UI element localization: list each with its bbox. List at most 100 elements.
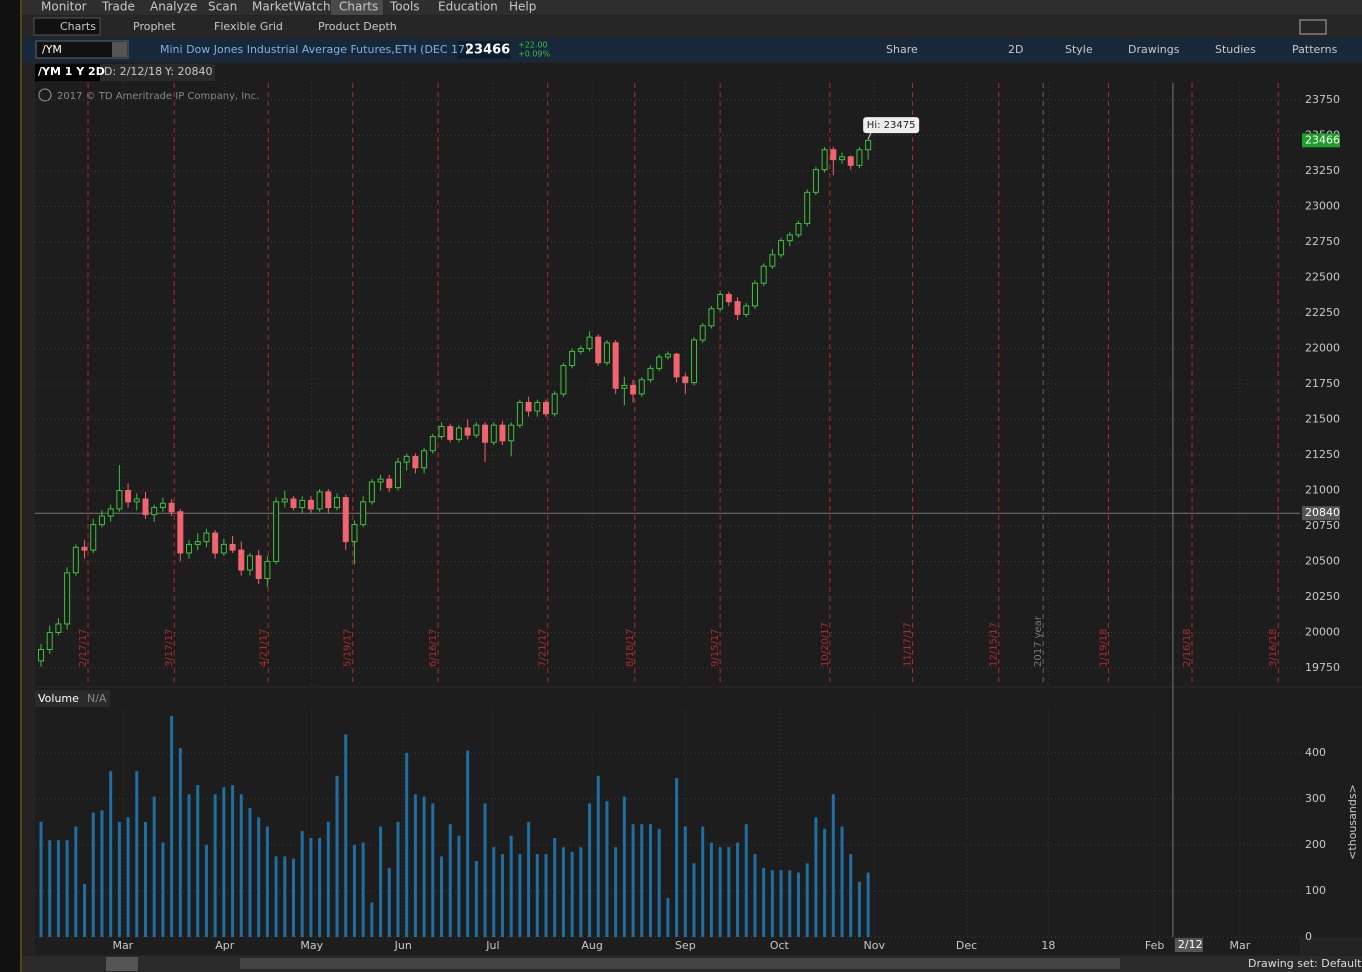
volume-bar: [814, 817, 818, 937]
y-tick-label: 23750: [1305, 93, 1340, 106]
volume-bar: [631, 824, 635, 937]
volume-bar: [744, 824, 748, 937]
candle-body: [630, 384, 637, 395]
candle-body: [586, 336, 593, 350]
x-tick-label: Oct: [770, 939, 790, 952]
candle-body: [38, 649, 45, 662]
chart-title: /YM 1 Y 2D: [38, 65, 105, 78]
symbol[interactable]: /YM: [42, 43, 62, 56]
volume-bar: [788, 870, 792, 937]
candle-body: [725, 294, 732, 303]
menu-item[interactable]: Help: [509, 0, 536, 14]
tool[interactable]: Style: [1065, 43, 1093, 56]
x-tick-label: Mar: [1230, 939, 1251, 952]
candle-body: [751, 282, 758, 307]
tab[interactable]: Charts: [60, 20, 96, 33]
menu-item[interactable]: Trade: [101, 0, 135, 14]
x-tick-label: May: [300, 939, 323, 952]
description: Mini Dow Jones Industrial Average Future…: [160, 43, 469, 56]
candle-body: [299, 499, 306, 509]
volume-bar: [570, 851, 574, 937]
x-tick-label: Mar: [112, 939, 133, 952]
candle-body: [412, 455, 419, 469]
volume-bar: [701, 826, 705, 937]
volume-header: [35, 690, 110, 707]
candle-body: [786, 234, 793, 242]
last-badge: [1302, 133, 1340, 148]
volume-bar: [596, 775, 600, 937]
candle-body: [438, 426, 445, 438]
y-tick-label: 22000: [1305, 342, 1340, 355]
change-pct: +0.09%: [518, 50, 551, 59]
volume-subtitle: N/A: [87, 692, 107, 705]
candle-body: [334, 497, 341, 509]
menu-item[interactable]: MarketWatch: [252, 0, 331, 14]
candle-body: [307, 499, 314, 510]
volume-bar: [474, 861, 478, 937]
candle-body: [621, 384, 628, 389]
candle-body: [647, 367, 654, 381]
candle-body: [238, 549, 245, 571]
volume-plot: [35, 688, 1300, 937]
tab[interactable]: Prophet: [133, 20, 176, 33]
candle-body: [839, 156, 846, 161]
tool[interactable]: Patterns: [1292, 43, 1338, 56]
candle-body: [125, 489, 132, 503]
date-label: 7/21/17: [538, 628, 549, 667]
tab-active[interactable]: [33, 17, 101, 36]
cursor-date: D: 2/12/18: [104, 65, 162, 78]
candle-body: [264, 560, 271, 580]
scroll-button[interactable]: [106, 957, 138, 971]
tab[interactable]: Flexible Grid: [214, 20, 283, 33]
menu-item[interactable]: Monitor: [41, 0, 87, 14]
candle-body: [534, 401, 541, 412]
y-tick-label: 21500: [1305, 412, 1340, 425]
volume-bar: [309, 838, 313, 937]
volume-bar: [553, 838, 557, 937]
symbol-dropdown[interactable]: [112, 42, 127, 57]
tool[interactable]: Share: [886, 43, 918, 56]
menu-item[interactable]: Education: [438, 0, 498, 14]
window-icon[interactable]: [1299, 19, 1327, 35]
volume-bar: [561, 847, 565, 937]
volume-bar: [657, 828, 661, 937]
tool[interactable]: Studies: [1215, 43, 1256, 56]
candle-body: [394, 461, 401, 489]
menu-item[interactable]: Tools: [389, 0, 420, 14]
info-icon[interactable]: [38, 88, 52, 102]
y-tick-label: 21750: [1305, 377, 1340, 390]
candle-body: [229, 543, 236, 551]
tool[interactable]: Drawings: [1128, 43, 1180, 56]
candle-body: [107, 508, 114, 517]
volume-bar: [361, 842, 365, 937]
tool[interactable]: 2D: [1008, 43, 1023, 56]
high-label: Hi: 23475: [867, 120, 916, 131]
x-tick-label: 18: [1041, 939, 1055, 952]
volume-bar: [692, 863, 696, 937]
menu-item[interactable]: Scan: [208, 0, 237, 14]
scroll-thumb[interactable]: [240, 958, 1120, 969]
candle-body: [708, 308, 715, 327]
candle-body: [151, 507, 158, 516]
volume-bar: [396, 821, 400, 937]
volume-bar: [257, 817, 261, 937]
menu-item[interactable]: Charts: [339, 0, 378, 14]
candle-body: [499, 424, 506, 442]
symbol-box[interactable]: [35, 40, 129, 59]
volume-bar: [352, 844, 356, 937]
volume-bar: [74, 826, 78, 937]
candle-body: [656, 356, 663, 369]
volume-bar: [709, 842, 713, 937]
menu-item[interactable]: Analyze: [150, 0, 197, 14]
volume-bar: [283, 856, 287, 937]
drawing-set[interactable]: Drawing set: Default: [1248, 957, 1362, 970]
date-label: 9/15/17: [710, 628, 721, 667]
candle-body: [290, 498, 297, 509]
volume-bar: [866, 872, 870, 937]
candle-body: [804, 191, 811, 225]
tab[interactable]: Product Depth: [318, 20, 397, 33]
date-label: 11/17/17: [903, 622, 914, 667]
volume-bar: [422, 796, 426, 937]
candle-body: [743, 305, 750, 315]
tab-bar: [22, 16, 1362, 37]
